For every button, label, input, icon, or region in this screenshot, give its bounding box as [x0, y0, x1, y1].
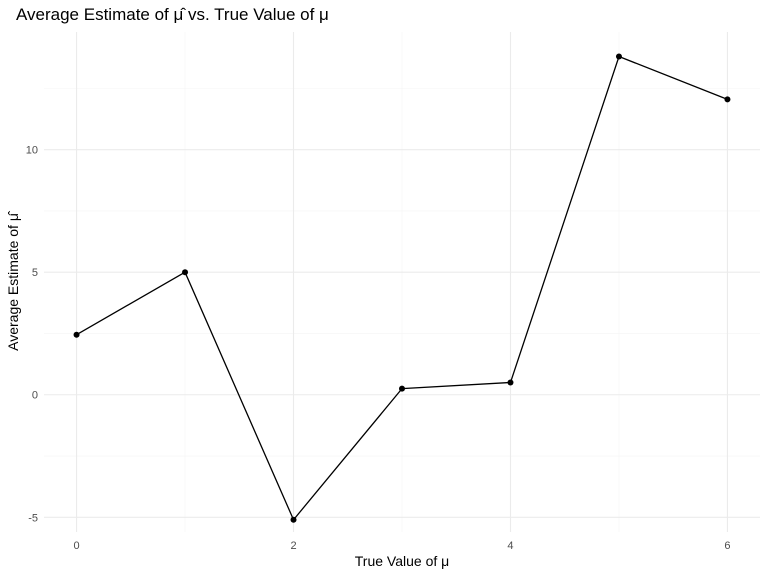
y-tick-label: 0: [32, 390, 38, 402]
data-point: [73, 331, 80, 338]
y-tick-label: 10: [26, 145, 38, 157]
data-point: [615, 53, 622, 60]
y-tick-label: -5: [28, 512, 38, 524]
chart-title: Average Estimate of μ̂ vs. True Value of…: [16, 5, 329, 24]
x-axis-ticks: 0 2 4 6: [73, 540, 730, 552]
x-tick-label: 0: [73, 540, 79, 552]
series: [73, 53, 731, 523]
grid: [44, 32, 760, 532]
x-tick-label: 2: [290, 540, 296, 552]
y-tick-label: 5: [32, 267, 38, 279]
data-point: [182, 269, 189, 276]
x-tick-label: 4: [507, 540, 513, 552]
data-point: [290, 516, 297, 523]
y-axis-ticks: -5 0 5 10: [26, 145, 38, 525]
data-point: [724, 96, 731, 103]
data-point: [399, 385, 405, 392]
x-axis-title: True Value of μ: [355, 553, 449, 569]
y-axis-title: Average Estimate of μ̂: [5, 210, 21, 351]
data-point: [507, 379, 514, 386]
x-tick-label: 6: [724, 540, 730, 552]
